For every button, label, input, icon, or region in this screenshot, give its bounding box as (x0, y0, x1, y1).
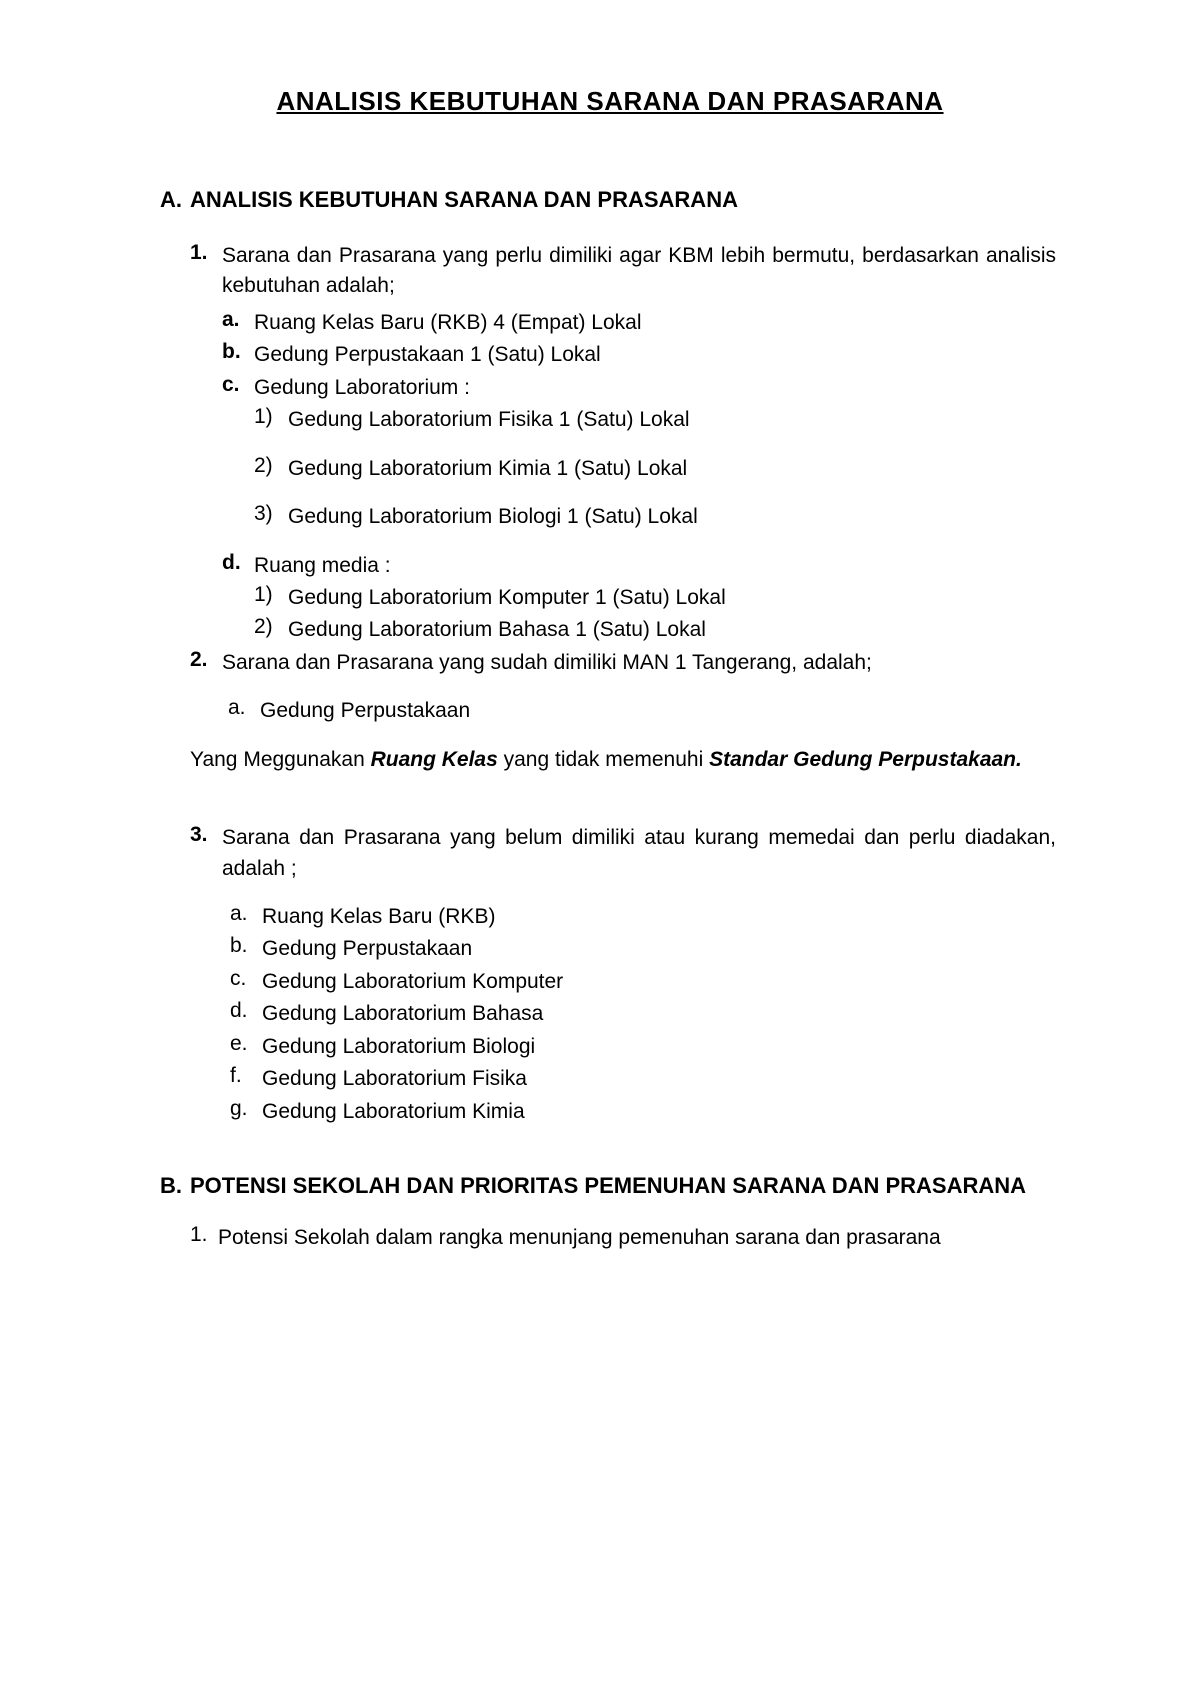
sn2-marker: 2) (254, 454, 288, 478)
item-a1-d-1: 1)Gedung Laboratorium Komputer 1 (Satu) … (254, 583, 1060, 613)
section-a-marker: A. (160, 187, 190, 213)
sub-b-text: Gedung Perpustakaan 1 (Satu) Lokal (254, 340, 1056, 370)
para-p3: yang tidak memenuhi (498, 748, 709, 771)
item-a3: 3.Sarana dan Prasarana yang belum dimili… (190, 823, 1060, 884)
a3g-marker: g. (230, 1097, 262, 1121)
item-a2-text: Sarana dan Prasarana yang sudah dimiliki… (222, 648, 1056, 678)
section-a-heading-text: ANALISIS KEBUTUHAN SARANA DAN PRASARANA (190, 187, 738, 212)
item-a3-c: c.Gedung Laboratorium Komputer (230, 967, 1060, 997)
section-a-heading: A.ANALISIS KEBUTUHAN SARANA DAN PRASARAN… (160, 187, 1060, 213)
para-p1: Yang Meggunakan (190, 748, 371, 771)
item-a1-c-2: 2)Gedung Laboratorium Kimia 1 (Satu) Lok… (254, 454, 1060, 484)
item-a3-e: e.Gedung Laboratorium Biologi (230, 1032, 1060, 1062)
sn2-text: Gedung Laboratorium Kimia 1 (Satu) Lokal (288, 454, 1056, 484)
item-a2: 2.Sarana dan Prasarana yang sudah dimili… (190, 648, 1060, 678)
a3b-text: Gedung Perpustakaan (262, 934, 1056, 964)
snd2-text: Gedung Laboratorium Bahasa 1 (Satu) Loka… (288, 615, 1056, 645)
item-a1: 1.Sarana dan Prasarana yang perlu dimili… (190, 241, 1060, 302)
a3d-marker: d. (230, 999, 262, 1023)
snd1-text: Gedung Laboratorium Komputer 1 (Satu) Lo… (288, 583, 1056, 613)
a3a-marker: a. (230, 902, 262, 926)
item-a1-marker: 1. (190, 241, 222, 265)
item-a1-c-1: 1)Gedung Laboratorium Fisika 1 (Satu) Lo… (254, 405, 1060, 435)
item-a3-a: a.Ruang Kelas Baru (RKB) (230, 902, 1060, 932)
section-b-heading: B.POTENSI SEKOLAH DAN PRIORITAS PEMENUHA… (160, 1173, 1060, 1199)
section-b-marker: B. (160, 1173, 190, 1199)
item-a1-c-3: 3)Gedung Laboratorium Biologi 1 (Satu) L… (254, 502, 1060, 532)
sub-a2a-text: Gedung Perpustakaan (260, 696, 1056, 726)
a3f-marker: f. (230, 1064, 262, 1088)
a3c-text: Gedung Laboratorium Komputer (262, 967, 1056, 997)
item-a3-g: g.Gedung Laboratorium Kimia (230, 1097, 1060, 1127)
a3f-text: Gedung Laboratorium Fisika (262, 1064, 1056, 1094)
a3a-text: Ruang Kelas Baru (RKB) (262, 902, 1056, 932)
item-a3-f: f.Gedung Laboratorium Fisika (230, 1064, 1060, 1094)
item-a1-d-2: 2)Gedung Laboratorium Bahasa 1 (Satu) Lo… (254, 615, 1060, 645)
sn1-marker: 1) (254, 405, 288, 429)
item-a1-d: d.Ruang media : (222, 551, 1060, 581)
item-a2-marker: 2. (190, 648, 222, 672)
a3c-marker: c. (230, 967, 262, 991)
item-b1-text: Potensi Sekolah dalam rangka menunjang p… (218, 1223, 1056, 1253)
item-a3-b: b.Gedung Perpustakaan (230, 934, 1060, 964)
paragraph-note: Yang Meggunakan Ruang Kelas yang tidak m… (190, 745, 1060, 775)
item-b1-marker: 1. (190, 1223, 218, 1247)
sub-a-marker: a. (222, 308, 254, 332)
a3b-marker: b. (230, 934, 262, 958)
a3d-text: Gedung Laboratorium Bahasa (262, 999, 1056, 1029)
section-b-heading-text: POTENSI SEKOLAH DAN PRIORITAS PEMENUHAN … (190, 1173, 1056, 1199)
sub-b-marker: b. (222, 340, 254, 364)
sub-d-text: Ruang media : (254, 551, 1056, 581)
sub-a2a-marker: a. (228, 696, 260, 720)
sn3-text: Gedung Laboratorium Biologi 1 (Satu) Lok… (288, 502, 1056, 532)
item-b1: 1.Potensi Sekolah dalam rangka menunjang… (190, 1223, 1060, 1253)
document-title: ANALISIS KEBUTUHAN SARANA DAN PRASARANA (160, 86, 1060, 117)
item-a1-a: a.Ruang Kelas Baru (RKB) 4 (Empat) Lokal (222, 308, 1060, 338)
para-p4: Standar Gedung Perpustakaan. (709, 748, 1022, 771)
a3e-text: Gedung Laboratorium Biologi (262, 1032, 1056, 1062)
sn3-marker: 3) (254, 502, 288, 526)
item-a3-text: Sarana dan Prasarana yang belum dimiliki… (222, 823, 1056, 884)
item-a3-marker: 3. (190, 823, 222, 847)
sub-d-marker: d. (222, 551, 254, 575)
item-a2-a: a.Gedung Perpustakaan (228, 696, 1060, 726)
item-a3-d: d.Gedung Laboratorium Bahasa (230, 999, 1060, 1029)
sub-a-text: Ruang Kelas Baru (RKB) 4 (Empat) Lokal (254, 308, 1056, 338)
sub-c-text: Gedung Laboratorium : (254, 373, 1056, 403)
snd2-marker: 2) (254, 615, 288, 639)
item-a1-text: Sarana dan Prasarana yang perlu dimiliki… (222, 241, 1056, 302)
sub-c-marker: c. (222, 373, 254, 397)
a3g-text: Gedung Laboratorium Kimia (262, 1097, 1056, 1127)
snd1-marker: 1) (254, 583, 288, 607)
para-p2: Ruang Kelas (371, 748, 498, 771)
a3e-marker: e. (230, 1032, 262, 1056)
item-a1-c: c.Gedung Laboratorium : (222, 373, 1060, 403)
item-a1-b: b.Gedung Perpustakaan 1 (Satu) Lokal (222, 340, 1060, 370)
sn1-text: Gedung Laboratorium Fisika 1 (Satu) Loka… (288, 405, 1056, 435)
